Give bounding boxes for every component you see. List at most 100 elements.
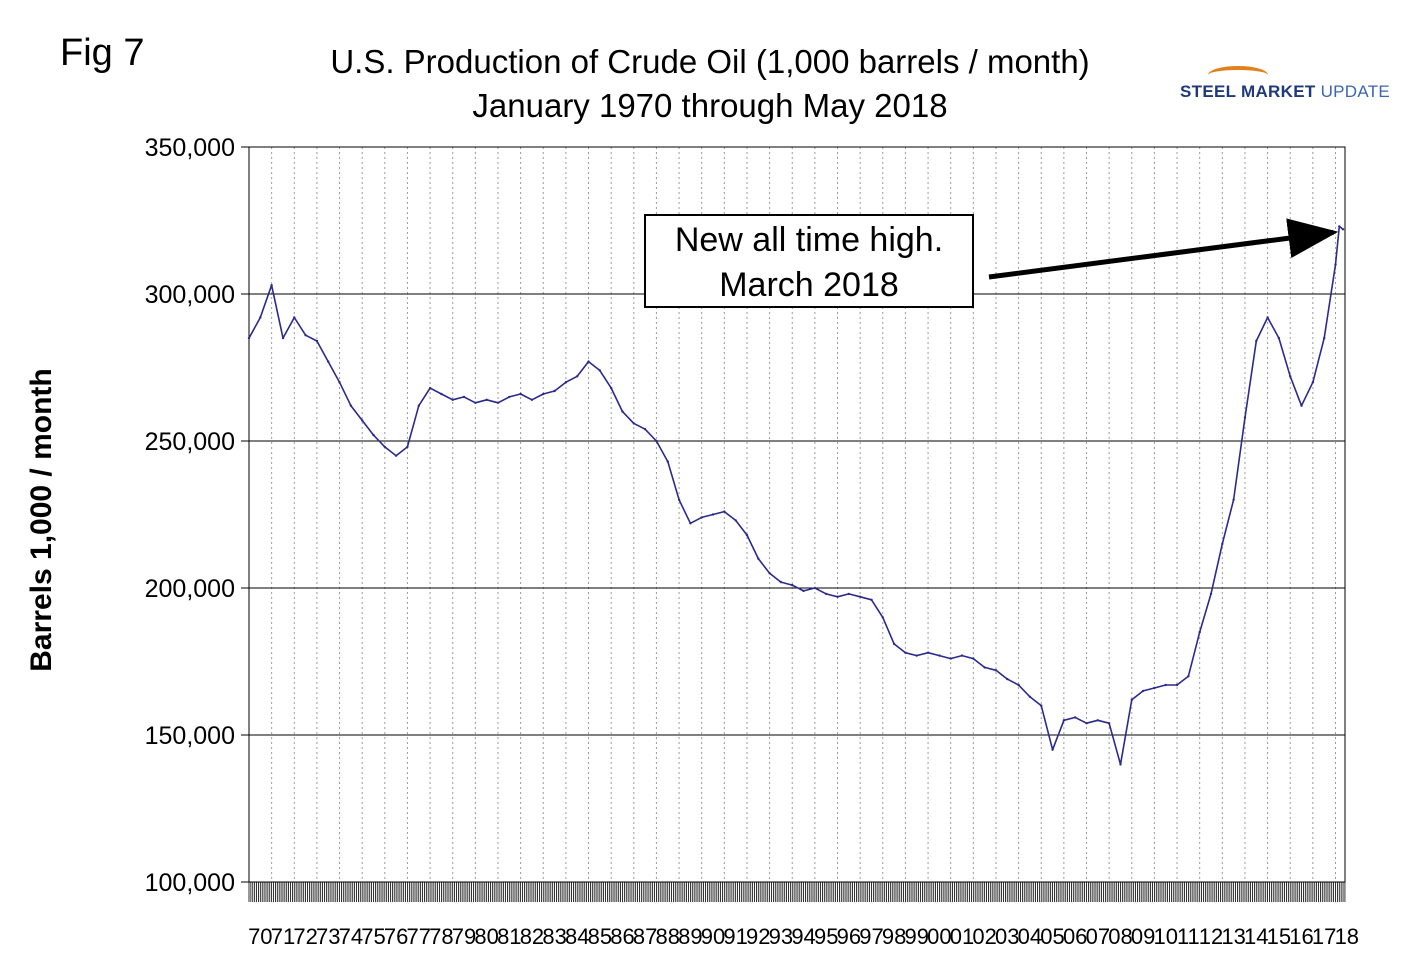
- x-tick-label: 11: [1177, 924, 1200, 949]
- data-point: [892, 642, 896, 646]
- x-tick-label: 03: [995, 924, 1019, 949]
- data-point: [915, 654, 918, 657]
- data-point: [598, 369, 601, 372]
- data-point: [315, 339, 319, 343]
- x-tick-label: 96: [837, 924, 861, 949]
- x-tick-label: 12: [1199, 924, 1223, 949]
- data-point: [451, 398, 454, 401]
- x-tick-label: 84: [565, 924, 589, 949]
- data-point: [1209, 592, 1213, 596]
- data-point: [972, 657, 975, 660]
- data-point: [1017, 683, 1020, 687]
- data-point: [847, 592, 850, 596]
- data-point: [1175, 683, 1179, 687]
- data-point: [293, 316, 296, 319]
- x-tick-label: 82: [520, 924, 544, 949]
- chart-title: U.S. Production of Crude Oil (1,000 barr…: [330, 43, 1090, 80]
- data-point: [1334, 263, 1337, 266]
- data-point: [881, 616, 884, 619]
- data-point: [870, 598, 873, 601]
- x-tick-label: 14: [1244, 924, 1268, 949]
- data-point: [666, 460, 669, 463]
- data-point: [394, 454, 398, 457]
- x-tick-label: 00: [927, 924, 951, 949]
- data-point: [949, 657, 952, 660]
- data-point: [1130, 698, 1134, 701]
- data-point: [304, 334, 307, 337]
- data-point: [474, 401, 477, 404]
- data-point: [621, 410, 624, 413]
- figure-label: Fig 7: [60, 32, 145, 74]
- data-point: [734, 519, 737, 522]
- x-tick-label: 98: [882, 924, 906, 949]
- x-tick-label: 86: [610, 924, 634, 949]
- data-point: [406, 445, 409, 449]
- data-point: [757, 557, 760, 560]
- data-point: [689, 522, 692, 525]
- data-point: [1277, 336, 1281, 340]
- x-tick-label: 73: [316, 924, 340, 949]
- x-tick-label: 13: [1221, 924, 1245, 949]
- x-tick-label: 18: [1335, 924, 1359, 949]
- data-point: [1255, 339, 1258, 343]
- data-point: [1074, 716, 1077, 719]
- annotation-line-2: March 2018: [719, 266, 899, 304]
- x-tick-label: 75: [361, 924, 385, 949]
- x-tick-label: 17: [1312, 924, 1336, 949]
- data-point: [938, 654, 941, 657]
- data-point: [338, 381, 341, 384]
- data-point: [564, 381, 568, 384]
- data-point: [247, 336, 251, 340]
- data-point: [349, 404, 353, 407]
- y-tick-label: 350,000: [145, 134, 235, 162]
- data-point: [723, 510, 726, 513]
- data-point: [259, 316, 262, 319]
- data-point: [428, 386, 432, 390]
- data-point: [1266, 316, 1269, 319]
- data-point: [1289, 375, 1292, 378]
- data-point: [802, 589, 805, 593]
- x-tick-label: 80: [474, 924, 498, 949]
- data-point: [711, 513, 715, 516]
- data-point: [610, 386, 613, 390]
- data-point: [1323, 336, 1326, 340]
- x-tick-label: 92: [746, 924, 770, 949]
- x-tick-label: 05: [1040, 924, 1064, 949]
- data-point: [926, 651, 930, 654]
- x-tick-label: 70: [248, 924, 272, 949]
- data-point: [1062, 719, 1066, 722]
- data-point: [1311, 381, 1315, 384]
- x-tick-label: 06: [1063, 924, 1087, 949]
- x-tick-label: 85: [588, 924, 612, 949]
- data-point: [859, 595, 862, 598]
- x-tick-label: 89: [678, 924, 702, 949]
- y-tick-label: 100,000: [145, 869, 235, 897]
- data-point: [1051, 748, 1054, 751]
- data-point: [587, 360, 590, 363]
- brand-logo: STEEL MARKET UPDATE: [1180, 82, 1390, 102]
- x-tick-label: 74: [339, 924, 363, 949]
- data-point: [632, 422, 635, 425]
- data-point: [1107, 722, 1111, 725]
- data-point: [383, 445, 386, 449]
- y-tick-label: 300,000: [145, 281, 235, 309]
- data-point: [327, 360, 330, 363]
- data-point: [372, 433, 375, 437]
- data-point: [1153, 686, 1156, 690]
- data-point: [417, 404, 420, 407]
- data-point: [1119, 763, 1122, 766]
- x-tick-label: 72: [293, 924, 317, 949]
- data-point: [485, 398, 488, 401]
- y-tick-label: 200,000: [145, 575, 235, 603]
- y-tick-label: 250,000: [145, 428, 235, 456]
- x-tick-label: 09: [1131, 924, 1155, 949]
- data-point: [836, 595, 839, 598]
- data-point: [983, 666, 986, 669]
- data-point: [1006, 677, 1009, 681]
- x-tick-label: 07: [1086, 924, 1110, 949]
- data-point: [530, 398, 534, 401]
- x-tick-label: 93: [769, 924, 793, 949]
- data-point: [1198, 630, 1201, 634]
- data-point: [496, 401, 500, 404]
- data-point: [553, 389, 556, 393]
